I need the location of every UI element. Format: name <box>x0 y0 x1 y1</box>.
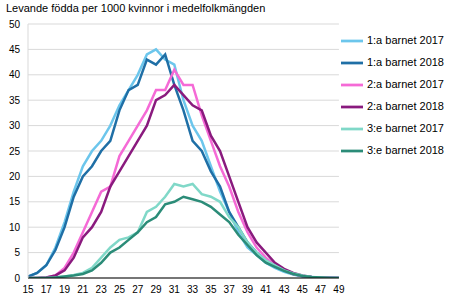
svg-text:41: 41 <box>260 284 272 295</box>
svg-text:50: 50 <box>9 19 21 30</box>
svg-text:47: 47 <box>315 284 327 295</box>
svg-text:5: 5 <box>14 247 20 258</box>
svg-text:40: 40 <box>9 69 21 80</box>
html-text:1:a barnet 2017: 1:a barnet 2017 <box>366 33 444 46</box>
svg-text:45: 45 <box>297 284 309 295</box>
svg-text:19: 19 <box>59 284 71 295</box>
html-text:3:e barnet 2018: 3:e barnet 2018 <box>366 143 444 156</box>
svg-text:17: 17 <box>41 284 53 295</box>
svg-text:49: 49 <box>333 284 345 295</box>
svg-text:20: 20 <box>9 171 21 182</box>
svg-text:43: 43 <box>278 284 290 295</box>
html-text:1:a barnet 2018: 1:a barnet 2018 <box>366 55 444 68</box>
svg-text:25: 25 <box>9 146 21 157</box>
svg-text:27: 27 <box>132 284 144 295</box>
svg-text:10: 10 <box>9 222 21 233</box>
svg-text:30: 30 <box>9 120 21 131</box>
svg-text:15: 15 <box>22 284 34 295</box>
svg-text:29: 29 <box>150 284 162 295</box>
svg-text:23: 23 <box>96 284 108 295</box>
svg-text:31: 31 <box>169 284 181 295</box>
svg-text:21: 21 <box>77 284 89 295</box>
svg-text:0: 0 <box>14 273 20 284</box>
svg-text:35: 35 <box>205 284 217 295</box>
html-text:2:a barnet 2017: 2:a barnet 2017 <box>366 77 444 90</box>
svg-text:39: 39 <box>242 284 254 295</box>
html-text:Levande födda per 1000 kvinnor: Levande födda per 1000 kvinnor i medelfo… <box>6 2 266 14</box>
svg-text:33: 33 <box>187 284 199 295</box>
svg-text:25: 25 <box>114 284 126 295</box>
svg-text:15: 15 <box>9 196 21 207</box>
svg-text:35: 35 <box>9 95 21 106</box>
html-text:2:a barnet 2018: 2:a barnet 2018 <box>366 99 444 112</box>
svg-text:45: 45 <box>9 44 21 55</box>
svg-text:37: 37 <box>224 284 236 295</box>
html-text:3:e barnet 2017: 3:e barnet 2017 <box>366 121 444 134</box>
